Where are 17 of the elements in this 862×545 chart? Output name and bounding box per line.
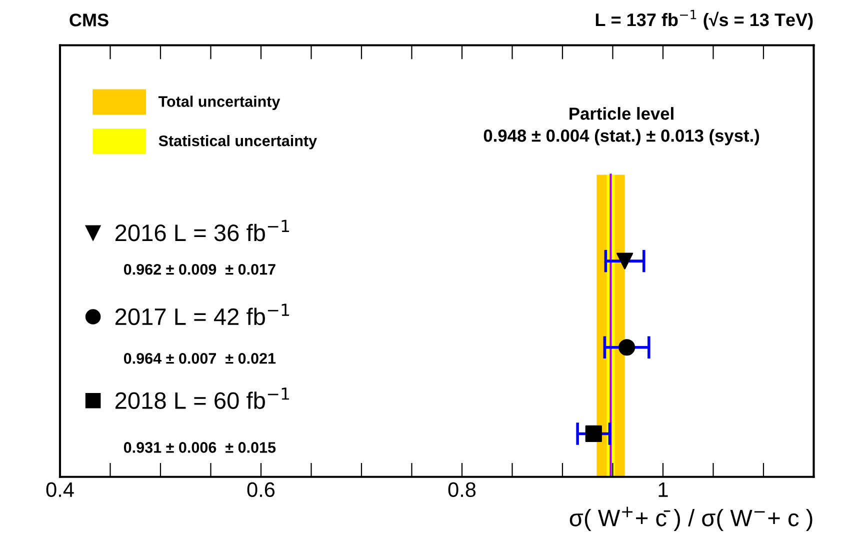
annotation: 0.931 ± 0.006 ± 0.015 <box>124 442 276 453</box>
annotation: 0.964 ± 0.007 ± 0.021 <box>124 353 276 364</box>
legend-label: 2018 L = 60 fb$^{−1}$ <box>115 388 290 409</box>
chart-title: CMS <box>70 14 108 26</box>
legend-label: 2017 L = 42 fb$^{−1}$ <box>115 304 290 326</box>
legend-label: Total uncertainty <box>158 96 280 110</box>
x-axis-title: σ( W$^{+}$+ c̄ ) / σ( W$^{−}$+ c ) <box>570 506 812 532</box>
x-tick-label: 0.4 <box>46 482 74 498</box>
x-tick-label: 0.6 <box>247 482 275 498</box>
chart-subtitle: L = 137 fb$^{−1}$ (√s = 13 TeV) <box>596 10 813 30</box>
annotation: 0.948 ± 0.004 (stat.) ± 0.013 (syst.) <box>484 129 760 146</box>
x-tick-label: 0.8 <box>448 482 476 498</box>
annotation: Particle level <box>570 107 674 120</box>
legend-label: 2016 L = 36 fb$^{−1}$ <box>115 220 290 242</box>
x-tick-label: 1 <box>658 482 668 497</box>
annotation: 0.962 ± 0.009 ± 0.017 <box>124 264 276 275</box>
legend-label: Statistical uncertainty <box>158 135 317 150</box>
